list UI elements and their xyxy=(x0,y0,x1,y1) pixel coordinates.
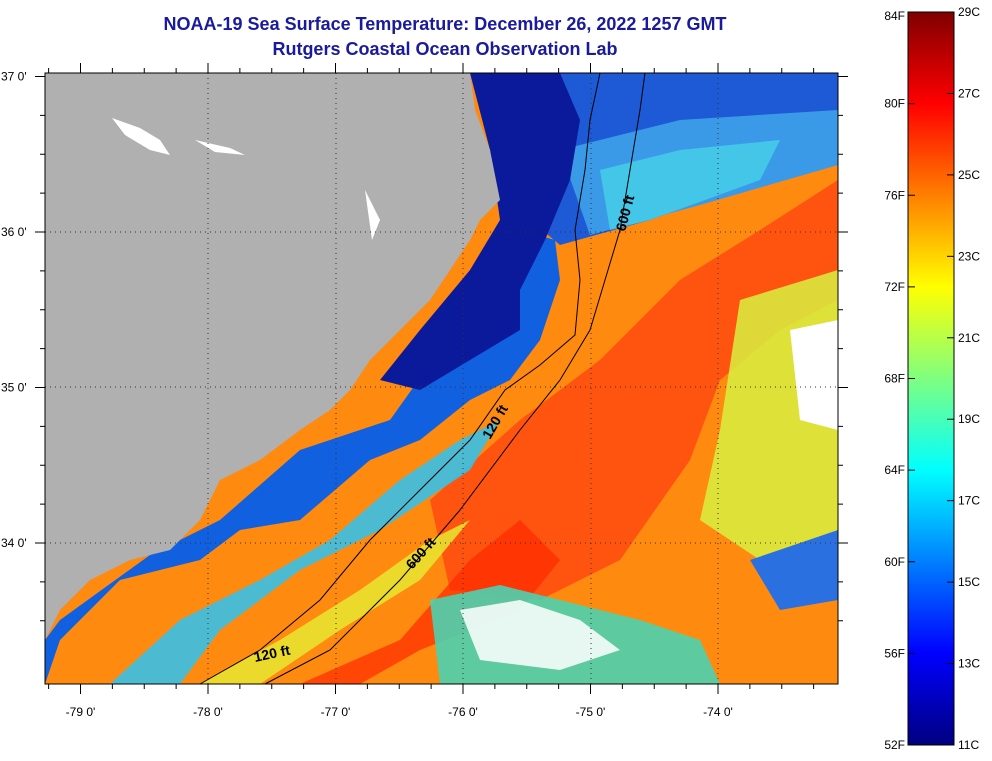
fahrenheit-labels: 84F 80F 76F 72F 68F 64F 60F 56F 52F xyxy=(884,9,905,752)
celsius-label: 25C xyxy=(958,168,980,182)
graticule xyxy=(45,73,838,684)
celsius-label: 23C xyxy=(958,249,980,263)
fahrenheit-label: 60F xyxy=(884,555,905,569)
fahrenheit-label: 80F xyxy=(884,97,905,111)
latitude-label: 36 0' xyxy=(1,225,27,239)
isobath-contours xyxy=(199,72,646,685)
fahrenheit-label: 84F xyxy=(884,9,905,23)
latitude-labels: 37 0' 36 0' 35 0' 34 0' xyxy=(1,70,27,551)
colorbar-gradient xyxy=(907,11,955,746)
celsius-label: 29C xyxy=(958,5,980,19)
latitude-label: 34 0' xyxy=(1,536,27,550)
latitude-label: 35 0' xyxy=(1,381,27,395)
celsius-label: 27C xyxy=(958,86,980,100)
map-subtitle: Rutgers Coastal Ocean Observation Lab xyxy=(272,39,618,59)
map-title: NOAA-19 Sea Surface Temperature: Decembe… xyxy=(163,14,727,34)
longitude-label: -79 0' xyxy=(66,705,96,719)
longitude-label: -74 0' xyxy=(703,705,733,719)
fahrenheit-label: 68F xyxy=(884,372,905,386)
celsius-label: 11C xyxy=(958,738,979,752)
longitude-label: -77 0' xyxy=(321,705,351,719)
longitude-label: -76 0' xyxy=(448,705,478,719)
fahrenheit-label: 56F xyxy=(884,646,905,660)
fahrenheit-label: 64F xyxy=(884,463,905,477)
map-frame xyxy=(44,72,839,685)
land-mass xyxy=(45,73,500,640)
celsius-label: 21C xyxy=(958,331,980,345)
celsius-labels: 29C 27C 25C 23C 21C 19C 17C 15C 13C 11C xyxy=(958,5,980,752)
longitude-labels: -79 0' -78 0' -77 0' -76 0' -75 0' -74 0' xyxy=(66,705,733,719)
sst-map: 600 ft 120 ft 600 ft 120 ft 37 0'36 0'35… xyxy=(1,63,848,719)
fahrenheit-label: 72F xyxy=(884,280,905,294)
latitude-label: 37 0' xyxy=(1,70,27,84)
longitude-label: -75 0' xyxy=(576,705,606,719)
fahrenheit-label: 76F xyxy=(884,188,905,202)
celsius-label: 13C xyxy=(958,657,980,671)
temperature-colorbar: 84F 80F 76F 72F 68F 64F 60F 56F 52F 29C 27C 25C 23C… xyxy=(884,5,980,752)
celsius-label: 17C xyxy=(958,494,980,508)
contour-label-120ft-south: 120 ft xyxy=(252,642,291,665)
fahrenheit-label: 52F xyxy=(884,738,905,752)
celsius-label: 19C xyxy=(958,412,980,426)
longitude-label: -78 0' xyxy=(193,705,223,719)
map-ticks xyxy=(35,63,848,694)
celsius-label: 15C xyxy=(958,575,980,589)
